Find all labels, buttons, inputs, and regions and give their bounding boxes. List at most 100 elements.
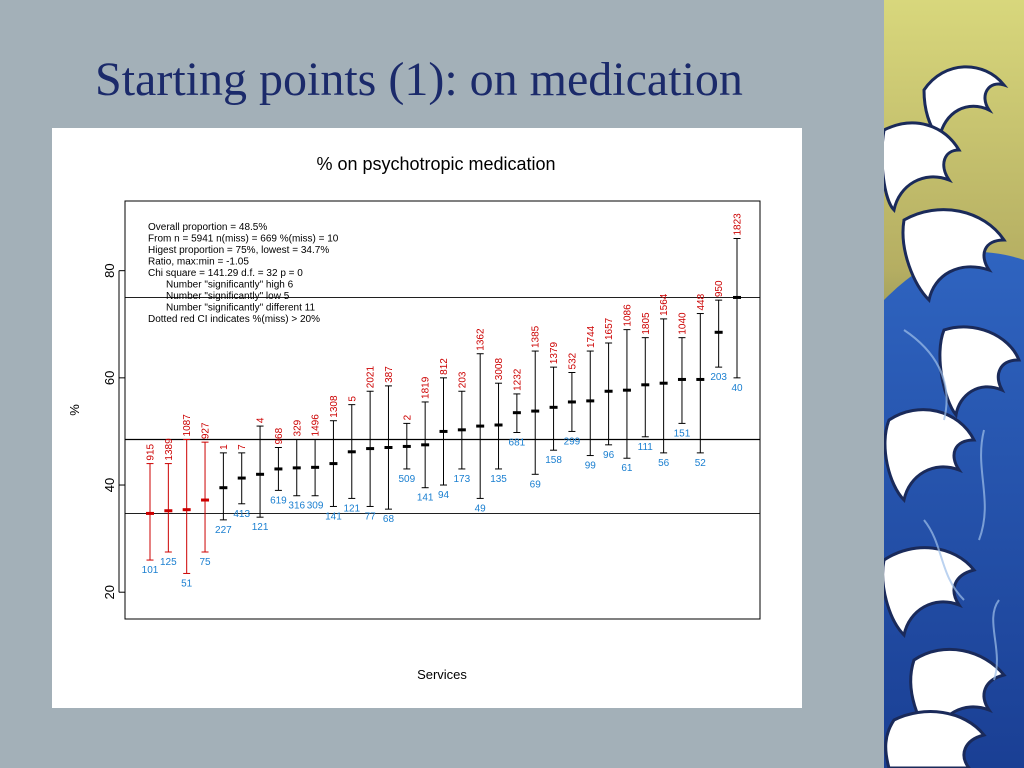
y-tick-label: 40 [102,478,117,492]
chart-panel: % on psychotropic medication Services % … [52,128,802,708]
sample-size-label: 413 [233,509,250,520]
sample-size-label: 68 [383,514,395,525]
service-19: 1362 49 [475,328,487,514]
annotation-line: Overall proportion = 48.5% [148,222,267,233]
missing-count-label: 1819 [421,376,432,399]
service-30: 1040 151 [674,312,691,439]
missing-count-label: 532 [567,352,578,369]
annotation-line: Number "significantly" high 6 [166,280,294,291]
annotation-line: Number "significantly" low 5 [166,291,290,302]
y-tick-label: 20 [102,585,117,599]
sample-size-label: 51 [181,578,193,589]
sample-size-label: 94 [438,490,450,501]
missing-count-label: 1657 [604,317,615,340]
sample-size-label: 99 [585,461,597,472]
missing-count-label: 4 [256,417,267,423]
plot-frame [124,200,761,620]
service-15: 2 509 [398,414,415,485]
chart-title: % on psychotropic medication [316,154,555,174]
sample-size-label: 56 [658,458,670,469]
annotation-line: From n = 5941 n(miss) = 669 %(miss) = 10 [148,234,339,245]
service-20: 3008 135 [490,358,507,485]
missing-count-label: 1232 [512,368,523,391]
missing-count-label: 1308 [329,395,340,418]
sample-size-label: 173 [454,474,471,485]
sample-size-label: 125 [160,557,177,568]
sample-size-label: 40 [731,383,743,394]
sample-size-label: 96 [603,450,615,461]
service-22: 1385 69 [530,325,542,490]
missing-count-label: 968 [274,427,285,444]
service-28: 1805 111 [638,312,654,453]
sample-size-label: 309 [307,501,324,512]
service-11: 1308 141 [325,395,342,522]
missing-count-label: 1564 [659,293,670,316]
y-tick-label: 60 [102,371,117,385]
service-12: 5 121 [343,396,360,515]
sample-size-label: 141 [325,511,342,522]
sample-size-label: 69 [530,479,542,490]
missing-count-label: 387 [384,366,395,383]
service-10: 1496 309 [307,414,324,512]
missing-count-label: 1496 [311,414,322,437]
missing-count-label: 1086 [622,304,633,327]
service-17: 812 94 [438,358,450,501]
y-axis-label: % [67,404,82,416]
sample-size-label: 49 [475,503,487,514]
missing-count-label: 7 [237,444,248,450]
sample-size-label: 227 [215,525,232,536]
service-33: 1823 40 [731,213,743,394]
sample-size-label: 316 [288,501,305,512]
service-9: 329 316 [288,419,305,511]
missing-count-label: 2 [402,414,413,420]
sample-size-label: 111 [638,442,654,453]
missing-count-label: 1823 [733,213,744,236]
service-21: 1232 681 [509,368,526,448]
missing-count-label: 1040 [677,312,688,335]
missing-count-label: 1744 [586,325,597,348]
sample-size-label: 681 [509,438,526,449]
missing-count-label: 1805 [641,312,652,335]
service-27: 1086 61 [621,304,633,474]
missing-count-label: 812 [439,358,450,375]
service-18: 203 173 [454,371,471,485]
sample-size-label: 121 [252,522,269,533]
slide-title: Starting points (1): on medication [95,53,743,106]
sample-size-label: 141 [417,493,434,504]
missing-count-label: 5 [347,396,358,402]
sample-size-label: 509 [398,474,415,485]
service-14: 387 68 [383,366,395,525]
sample-size-label: 203 [710,372,727,383]
sample-size-label: 135 [490,474,507,485]
missing-count-label: 1362 [476,328,487,351]
service-2: 1389 125 [160,438,177,568]
sample-size-label: 121 [343,503,360,514]
sample-size-label: 619 [270,495,287,506]
missing-count-label: 950 [714,280,725,297]
missing-count-label: 329 [292,419,303,436]
service-29: 1564 56 [658,293,670,469]
missing-count-label: 3008 [494,358,505,381]
service-5: 1 227 [215,444,232,536]
service-23: 1379 158 [545,341,562,466]
annotation-line: Higest proportion = 75%, lowest = 34.7% [148,245,329,256]
sample-size-label: 158 [545,455,562,466]
missing-count-label: 1389 [164,438,175,461]
service-13: 2021 77 [365,366,377,523]
sample-size-label: 75 [199,557,211,568]
service-26: 1657 96 [603,317,615,461]
annotation-line: Ratio, max:min = -1.05 [148,257,249,268]
missing-count-label: 448 [696,293,707,310]
service-4: 927 75 [199,422,211,568]
service-8: 968 619 [270,427,287,506]
sample-size-label: 101 [142,565,159,576]
missing-count-label: 915 [146,443,157,460]
service-6: 7 413 [233,444,250,520]
missing-count-label: 1 [219,444,230,450]
annotation-line: Number "significantly" different 11 [166,303,315,314]
sample-size-label: 52 [695,458,707,469]
service-32: 950 203 [710,280,727,383]
missing-count-label: 1087 [182,414,193,437]
missing-count-label: 2021 [366,366,377,389]
missing-count-label: 203 [457,371,468,388]
